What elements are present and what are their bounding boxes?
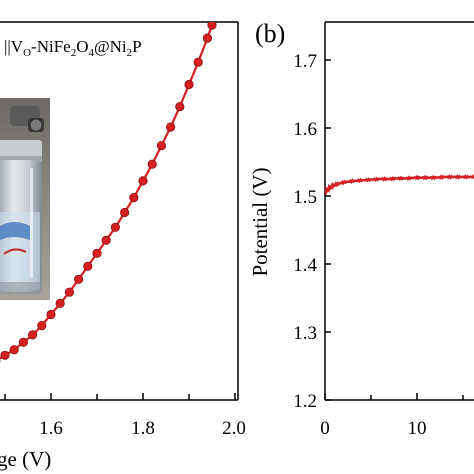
panel-a-x-tick-label: 2.0 [222,418,246,439]
panel-a-data-point [184,79,194,90]
legend-part: O [76,37,88,56]
panel-a-data-point [202,33,212,43]
panel-a-data-point [156,141,166,151]
panel-a-series [0,22,217,363]
panel-b-x-tick-label: 0 [320,418,330,439]
panel-b-y-tick-label: 1.3 [293,323,317,344]
legend-part: P [132,37,141,56]
panel-a-data-point [129,193,139,203]
panel-a: 1.6 1.8 2.0 ge (V) ||VO-N [0,21,246,471]
legend-subscript: 2 [127,47,133,59]
panel-b-y-tick-label: 1.5 [293,187,317,208]
panel-b-y-ticks [325,59,331,401]
panel-a-data-point [64,287,75,297]
panel-a-data-point [110,222,121,232]
panel-a-data-point [27,330,38,340]
panel-b-series-line [325,174,474,196]
panel-b-x-ticks [324,393,464,400]
panel-a-data-point [74,274,84,284]
inset-photo [0,98,50,300]
panel-a-data-point [92,248,102,258]
panel-a-data-point [175,102,185,112]
panel-a-x-tick-label: 1.8 [131,418,155,439]
panel-b-y-axis-title: Potential (V) [248,167,272,276]
panel-a-data-point [138,176,148,186]
legend-subscript: O [23,47,31,59]
legend-subscript: 4 [89,47,95,59]
panel-a-data-point [166,122,176,132]
panel-a-data-point [83,261,93,271]
panel-a-data-point [147,159,157,169]
panel-a-data-point [207,22,217,30]
panel-a-x-tick-label: 1.6 [39,418,63,439]
legend-part: ||V [4,37,24,56]
panel-a-data-point [55,298,65,308]
panel-b: (b) 1.2 1.3 1.4 1.5 1.6 1.7 0 10 Po [248,19,474,439]
panel-a-legend: ||VO-NiFe2O4@Ni2P [4,37,142,59]
panel-b-x-tick-label: 10 [408,418,427,439]
panel-b-y-tick-label: 1.2 [293,391,317,412]
panel-b-letter: (b) [255,19,285,48]
panel-b-y-tick-label: 1.4 [293,255,317,276]
panel-a-data-point [37,320,47,331]
panel-a-data-point [193,57,203,67]
legend-subscript: 2 [71,47,77,59]
panel-a-x-ticks [4,393,236,400]
legend-part: -NiFe [31,37,71,56]
legend-part: @Ni [94,37,127,56]
panel-a-x-axis-title: ge (V) [0,447,51,471]
panel-a-data-point [0,350,10,360]
panel-b-series [325,174,474,196]
panel-b-y-tick-label: 1.6 [293,119,317,140]
panel-a-data-point [101,235,111,245]
panel-a-data-point [120,207,130,218]
panel-a-data-point [9,345,19,355]
panel-b-y-tick-label: 1.7 [293,51,317,72]
panel-a-data-point [46,309,56,320]
panel-a-data-point [18,337,29,347]
